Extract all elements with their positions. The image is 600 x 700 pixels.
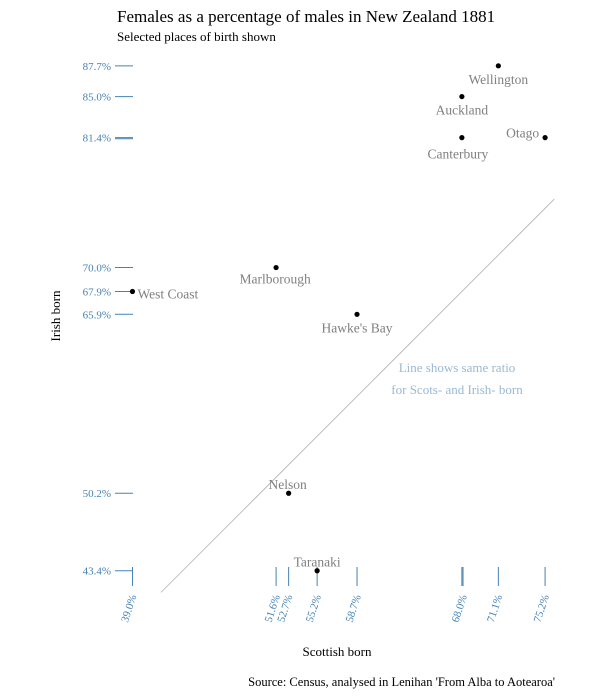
source-caption: Source: Census, analysed in Lenihan 'Fro… (248, 675, 555, 689)
point-label-otago: Otago (506, 126, 539, 141)
x-tick-labels: 39.0% 51.6%52.7% 55.2% 58.7% 68.0% 71.1% 75.2% (119, 593, 552, 624)
point-otago (542, 135, 548, 141)
point-wellington (495, 63, 501, 69)
point-canterbury (459, 135, 465, 141)
point-labels-layer: Wellington Auckland Canterbury Otago Marlbor… (137, 72, 539, 570)
point-nelson (286, 490, 292, 496)
x-rug-layer (131, 567, 546, 586)
point-hawke-s-bay (354, 311, 360, 317)
point-label-nelson: Nelson (269, 477, 307, 492)
y-tick-label-5: 65.9% (83, 309, 111, 321)
point-label-west-coast: West Coast (137, 286, 198, 301)
reference-line (160, 198, 555, 593)
point-label-wellington: Wellington (469, 72, 529, 87)
point-label-marlborough: Marlborough (239, 272, 310, 287)
y-tick-label-4: 67.9% (83, 286, 111, 298)
x-tick-label-5: 68.0% (450, 593, 470, 624)
points-layer (129, 63, 548, 574)
x-axis-title: Scottish born (303, 644, 372, 659)
point-taranaki (314, 568, 320, 574)
y-tick-labels: 87.7% 85.0% 81.4% 70.0% 67.9% 65.9% 50.2% 43.4% (83, 61, 111, 578)
annotation-line-2: for Scots- and Irish- born (391, 382, 523, 397)
y-tick-label-2: 81.4% (83, 133, 111, 145)
point-auckland (459, 93, 465, 100)
point-west-coast (129, 288, 136, 295)
point-label-taranaki: Taranaki (294, 555, 341, 570)
y-rug-layer (115, 65, 133, 572)
y-tick-label-7: 43.4% (83, 566, 111, 578)
y-tick-label-3: 70.0% (83, 263, 111, 275)
x-tick-label-6: 71.1% (485, 593, 505, 624)
y-tick-label-1: 85.0% (83, 92, 111, 104)
x-tick-label-0: 39.0% (119, 593, 139, 624)
y-tick-label-6: 50.2% (83, 488, 111, 500)
y-tick-label-0: 87.7% (83, 61, 111, 73)
point-label-canterbury: Canterbury (428, 147, 489, 162)
chart-title: Females as a percentage of males in New … (117, 7, 495, 26)
y-axis-title: Irish born (48, 290, 63, 341)
x-tick-label-3: 55.2% (304, 593, 324, 624)
reference-line-layer (160, 198, 555, 593)
point-marlborough (273, 264, 279, 271)
point-label-hawke-s-bay: Hawke's Bay (321, 320, 392, 335)
x-tick-label-4: 58.7% (344, 593, 364, 624)
point-label-auckland: Auckland (436, 103, 489, 118)
annotation-line-1: Line shows same ratio (399, 360, 516, 375)
chart-subtitle: Selected places of birth shown (117, 29, 276, 44)
x-tick-label-7: 75.2% (532, 593, 552, 624)
